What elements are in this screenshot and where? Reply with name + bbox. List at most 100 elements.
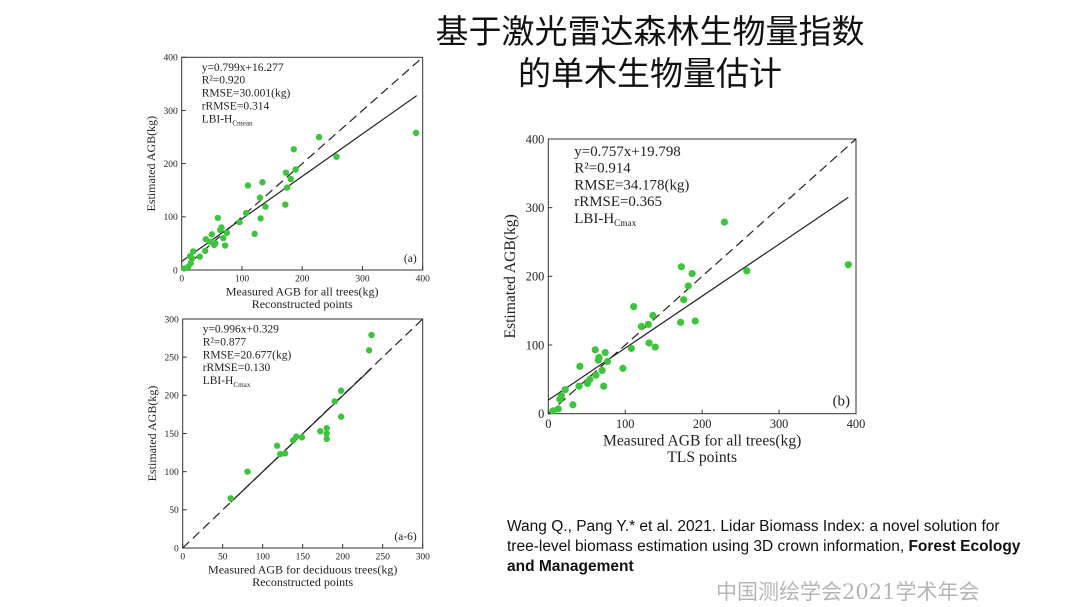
y-tick-label: 200 (163, 160, 178, 170)
data-point (561, 386, 569, 394)
x-axis-subtitle: TLS points (667, 449, 737, 466)
x-tick-label: 300 (416, 553, 431, 563)
stat-label: rRMSE=0.365 (574, 194, 662, 210)
data-point (214, 214, 222, 222)
data-point (180, 265, 188, 272)
data-point (337, 387, 345, 394)
data-point (333, 153, 340, 160)
model-subscript: Cmean (232, 119, 253, 127)
data-point (595, 353, 603, 361)
slide-title-line-2: 的单木生物量估计 (518, 54, 782, 93)
data-point (368, 331, 375, 339)
model-base: LBI-H (574, 211, 614, 227)
data-point (569, 401, 577, 409)
x-tick-label: 150 (296, 553, 311, 563)
data-point (317, 428, 324, 435)
regression-line (181, 95, 418, 262)
data-point (603, 357, 612, 366)
model-label: LBI-HCmax (203, 375, 251, 389)
stat-label: RMSE=34.178(kg) (574, 177, 689, 193)
data-point (365, 347, 373, 354)
data-point (221, 242, 229, 249)
data-point (575, 382, 583, 390)
y-axis-label: Estimated AGB(kg) (145, 386, 159, 482)
y-axis-label: Estimated AGB(kg) (144, 116, 158, 212)
y-tick-label: 100 (526, 338, 545, 352)
data-point (323, 424, 330, 432)
data-point (651, 343, 659, 351)
x-axis-subtitle: Reconstructed points (252, 297, 353, 311)
panel-label: (a) (404, 253, 417, 265)
data-point (600, 382, 608, 390)
citation-journal: Forest Ecology and Management (507, 538, 1021, 575)
data-point (630, 302, 638, 311)
panel-label: (b) (833, 394, 850, 410)
data-point (242, 209, 250, 217)
data-point (680, 296, 688, 304)
data-point (591, 346, 599, 354)
data-point (218, 224, 225, 231)
stat-label: R²=0.920 (202, 75, 246, 87)
data-point (549, 407, 557, 415)
x-tick-label: 50 (218, 553, 228, 563)
y-tick-label: 100 (163, 213, 178, 223)
x-tick-label: 200 (336, 553, 351, 563)
x-axis-label: Measured AGB for deciduous trees(kg) (208, 563, 397, 577)
x-tick-label: 100 (235, 275, 250, 285)
stat-label: R²=0.914 (574, 161, 631, 177)
chart-a: 0 100 200 300 400 0 100 200 300 400 y=0.799x+16.27… (144, 54, 430, 311)
x-tick-label: 300 (355, 275, 370, 285)
stat-label: y=0.757x+19.798 (574, 144, 680, 160)
data-point (290, 146, 297, 153)
stat-label: RMSE=30.001(kg) (202, 88, 291, 100)
data-point (244, 182, 252, 189)
model-label: LBI-HCmax (574, 211, 636, 229)
data-point (412, 129, 420, 137)
y-tick-label: 300 (526, 201, 545, 215)
data-point (256, 194, 264, 201)
data-point (273, 442, 281, 449)
data-point (619, 364, 627, 372)
reference-line-1to1 (181, 56, 424, 271)
data-point (262, 203, 269, 210)
slide-title-line-1: 基于激光雷达森林生物量指数 (435, 12, 865, 51)
x-tick-label: 300 (770, 417, 789, 431)
data-point (223, 229, 231, 236)
data-point (677, 318, 685, 326)
data-point (323, 435, 330, 443)
watermark: 中国测绘学会2021学术年会 (716, 580, 980, 604)
data-point (220, 234, 227, 242)
model-subscript: Cmax (614, 219, 636, 229)
data-point (677, 263, 685, 271)
data-point (282, 201, 289, 208)
data-point (259, 179, 266, 186)
data-point (720, 218, 729, 226)
data-point (688, 270, 696, 278)
x-tick-label: 400 (416, 275, 431, 285)
data-point (298, 434, 306, 441)
data-point (691, 317, 699, 325)
stat-label: y=0.996x+0.329 (203, 324, 279, 336)
data-point (649, 311, 657, 320)
data-point (201, 247, 209, 255)
data-point (576, 362, 584, 370)
x-tick-label: 100 (256, 553, 271, 563)
stat-label: rRMSE=0.314 (202, 100, 270, 112)
data-point (282, 169, 290, 176)
citation: Wang Q., Pang Y.* et al. 2021. Lidar Bio… (507, 517, 1027, 577)
data-point (592, 371, 600, 379)
stat-label: rRMSE=0.130 (203, 362, 271, 374)
stat-label: RMSE=20.677(kg) (203, 349, 292, 361)
y-tick-label: 200 (164, 392, 179, 402)
y-tick-label: 0 (538, 407, 544, 421)
chart-b: 0 100 200 300 400 0 100 200 300 400 y=0.757x+19.79… (502, 132, 865, 466)
model-subscript: Cmax (233, 381, 250, 389)
data-point (645, 339, 653, 347)
data-point (257, 215, 264, 222)
x-axis-subtitle: Reconstructed points (252, 575, 353, 589)
y-tick-label: 0 (173, 266, 178, 276)
model-base: LBI-H (203, 375, 234, 387)
x-tick-label: 200 (693, 417, 712, 431)
data-point (557, 392, 565, 400)
